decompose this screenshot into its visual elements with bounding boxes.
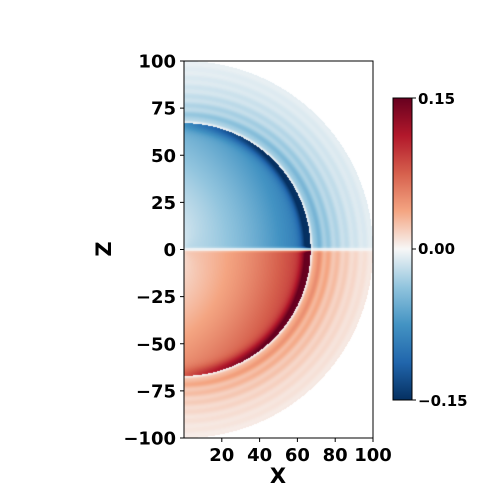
y-tick-label: −50	[136, 334, 176, 355]
colorbar-label-mid: 0.00	[418, 240, 455, 258]
y-tick-label: −100	[123, 429, 176, 450]
y-tick-label: −25	[136, 287, 176, 308]
y-tick-label: 100	[138, 52, 176, 73]
y-tick-label: 0	[163, 240, 176, 261]
x-axis-ticks: 20 40 60 80 100	[209, 438, 392, 466]
y-tick-label: 75	[151, 99, 176, 120]
colorbar-label-top: 0.15	[418, 90, 455, 108]
heatmap-field	[184, 61, 373, 438]
x-tick-label: 20	[209, 445, 234, 466]
y-tick-label: 50	[151, 146, 176, 167]
x-tick-label: 100	[354, 445, 392, 466]
x-axis-label: X	[270, 464, 286, 488]
x-tick-label: 40	[247, 445, 272, 466]
y-tick-label: 25	[151, 193, 176, 214]
colorbar-label-bottom: −0.15	[418, 392, 468, 410]
y-tick-label: −75	[136, 381, 176, 402]
z-axis-label: Z	[92, 241, 116, 256]
heatmap-image	[184, 61, 373, 438]
x-tick-label: 80	[323, 445, 348, 466]
x-tick-label: 60	[285, 445, 310, 466]
y-axis-ticks: 100 75 50 25 0 −25 −50 −75 −100	[123, 52, 184, 450]
colorbar	[392, 97, 413, 401]
